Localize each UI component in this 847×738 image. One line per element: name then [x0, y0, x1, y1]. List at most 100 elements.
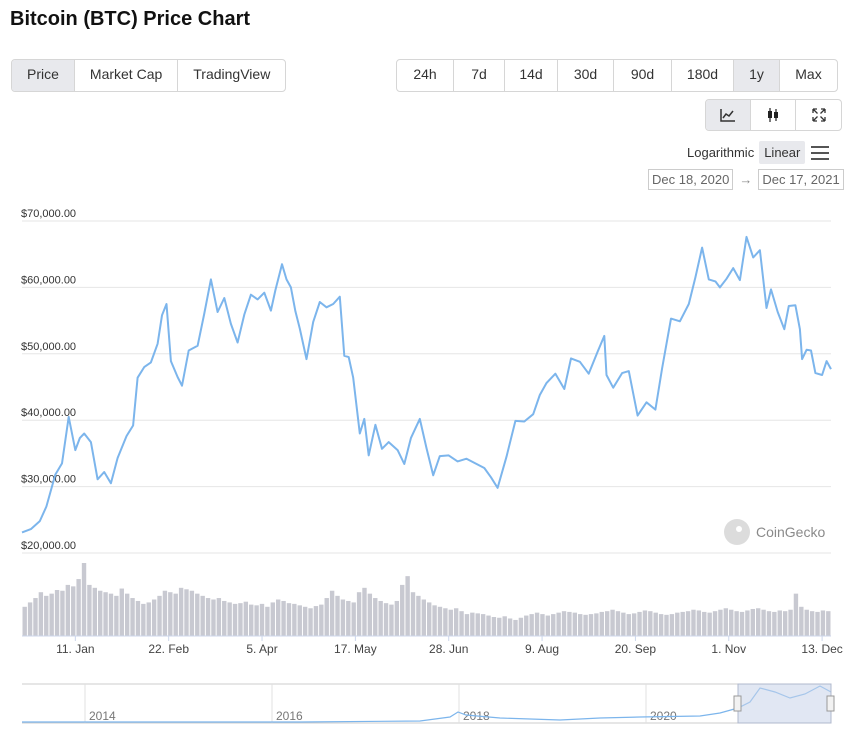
- volume-bar: [637, 611, 642, 636]
- volume-bar: [119, 588, 124, 636]
- volume-bar: [162, 590, 168, 636]
- range-7d-button[interactable]: 7d: [454, 60, 505, 91]
- volume-bar: [232, 603, 238, 636]
- volume-bar: [351, 602, 356, 636]
- volume-bar: [556, 612, 561, 636]
- fullscreen-icon: [811, 108, 826, 122]
- volume-bar: [400, 584, 405, 636]
- volume-bar: [739, 611, 745, 636]
- x-tick-label: 11. Jan: [56, 642, 94, 656]
- volume-bar: [815, 611, 820, 636]
- volume-bar: [33, 598, 38, 636]
- volume-bar: [707, 612, 712, 636]
- volume-bar: [696, 610, 702, 636]
- volume-bar: [71, 586, 76, 636]
- range-180d-button[interactable]: 180d: [672, 60, 734, 91]
- date-from-input[interactable]: Dec 18, 2020: [648, 169, 734, 190]
- tab-market-cap[interactable]: Market Cap: [75, 60, 179, 91]
- volume-bar: [583, 614, 588, 636]
- navigator-year-label: 2016: [276, 709, 303, 723]
- volume-bar: [346, 600, 351, 636]
- volume-bar: [772, 611, 777, 636]
- line-view-button[interactable]: [706, 100, 751, 130]
- volume-bar: [302, 606, 308, 636]
- volume-bar: [362, 587, 367, 636]
- tab-price[interactable]: Price: [12, 60, 75, 91]
- volume-bar: [642, 610, 648, 636]
- volume-bar: [292, 603, 297, 636]
- volume-bar: [804, 609, 809, 636]
- volume-bar: [572, 612, 578, 636]
- range-30d-button[interactable]: 30d: [558, 60, 614, 91]
- tab-tradingview[interactable]: TradingView: [193, 66, 271, 82]
- volume-bar: [809, 611, 815, 636]
- volume-bar: [259, 603, 265, 636]
- volume-bar: [745, 610, 750, 636]
- hamburger-menu-icon[interactable]: [811, 145, 830, 160]
- candlestick-view-button[interactable]: [751, 100, 796, 130]
- x-tick-label: 9. Aug: [525, 642, 559, 656]
- navigator-left-handle[interactable]: [733, 695, 742, 712]
- volume-bar: [103, 592, 108, 636]
- volume-bar: [22, 606, 27, 636]
- volume-bar: [588, 614, 594, 636]
- volume-bar: [502, 616, 507, 636]
- volume-bar: [216, 598, 222, 636]
- volume-bar: [378, 600, 383, 636]
- volume-bar: [205, 598, 211, 636]
- volume-bar: [545, 615, 551, 636]
- volume-bar: [329, 590, 335, 636]
- volume-bar: [729, 609, 734, 636]
- price-series-line: [21, 235, 832, 534]
- volume-bar: [470, 612, 475, 636]
- range-navigator[interactable]: 2014 2016 2018 2020: [0, 680, 847, 730]
- x-tick-label: 22. Feb: [148, 642, 189, 656]
- volume-bar: [480, 614, 486, 636]
- volume-bar: [551, 614, 556, 636]
- range-max-button[interactable]: Max: [795, 66, 822, 82]
- arrow-right-icon: →: [739, 172, 753, 187]
- volume-bar: [594, 613, 599, 636]
- x-tick-label: 28. Jun: [429, 642, 468, 656]
- x-tick-label: 5. Apr: [246, 642, 277, 656]
- chart-type-tabs: Price Market Cap TradingView: [11, 59, 287, 92]
- navigator-selection[interactable]: [737, 683, 832, 724]
- x-tick-label: 13. Dec: [801, 642, 842, 656]
- navigator-year-label: 2014: [89, 709, 116, 723]
- range-90d-button[interactable]: 90d: [614, 60, 672, 91]
- range-14d-button[interactable]: 14d: [505, 60, 558, 91]
- range-1y-button[interactable]: 1y: [734, 60, 780, 91]
- linear-option[interactable]: Linear: [759, 141, 806, 164]
- volume-bar: [27, 602, 33, 636]
- volume-bar: [712, 611, 718, 636]
- date-to-input[interactable]: Dec 17, 2021: [758, 169, 844, 190]
- y-tick-label: $20,000.00: [21, 540, 76, 552]
- volume-bar: [777, 610, 782, 636]
- page-title: Bitcoin (BTC) Price Chart: [10, 8, 251, 30]
- volume-bar: [141, 603, 146, 636]
- volume-bar: [189, 590, 195, 636]
- brand-name: CoinGecko: [756, 524, 826, 540]
- volume-bar: [826, 611, 831, 636]
- navigator-right-handle[interactable]: [826, 695, 835, 712]
- volume-bar: [367, 593, 373, 636]
- volume-bar: [513, 619, 518, 636]
- volume-bar: [599, 611, 604, 636]
- navigator-series-line: [22, 685, 832, 723]
- y-tick-label: $40,000.00: [21, 407, 76, 419]
- volume-bar: [281, 600, 286, 636]
- volume-bar: [761, 609, 766, 636]
- volume-bar: [124, 593, 130, 636]
- range-24h-button[interactable]: 24h: [397, 60, 454, 91]
- volume-bar: [437, 606, 443, 636]
- volume-bar: [54, 590, 60, 636]
- logarithmic-option[interactable]: Logarithmic: [687, 145, 755, 160]
- volume-bar: [648, 611, 653, 636]
- volume-bar: [313, 606, 319, 636]
- volume-bar: [459, 611, 464, 636]
- navigator-year-label: 2020: [650, 709, 677, 723]
- fullscreen-button[interactable]: [796, 100, 841, 130]
- volume-bar: [410, 592, 416, 636]
- price-chart[interactable]: $20,000.00 $30,000.00 $40,000.00 $50,000.00…: [0, 195, 847, 665]
- volume-bar: [146, 602, 151, 636]
